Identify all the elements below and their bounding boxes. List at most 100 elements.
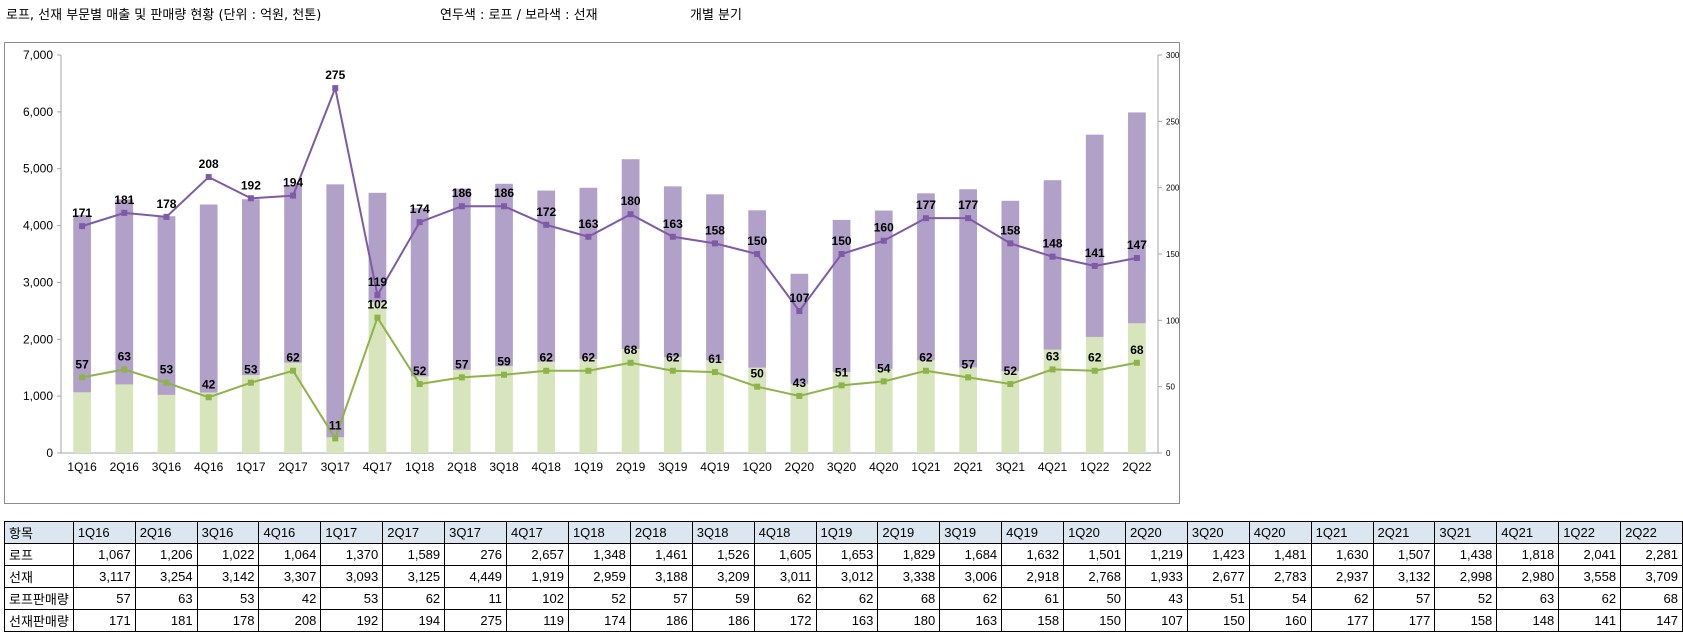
rope-volume-marker <box>669 367 676 374</box>
table-row: 선재 3,117 3,254 3,142 3,307 3,093 3,125 4,449 1,9… <box>4 565 1683 588</box>
wire-volume-data-label: 158 <box>705 223 725 237</box>
table-cell: 4,449 <box>444 565 508 588</box>
table-cell: 3,709 <box>1620 565 1683 588</box>
rope-volume-data-label: 102 <box>367 298 387 312</box>
wire-volume-data-label: 186 <box>452 186 472 200</box>
table-cell: 3,125 <box>382 565 446 588</box>
rope-volume-data-label: 63 <box>1046 349 1060 363</box>
x-tick-label: 2Q19 <box>616 460 646 474</box>
chart-title: 로프, 선재 부문별 매출 및 판매량 현황 (단위 : 억원, 천톤) <box>6 8 322 23</box>
wire-volume-data-label: 275 <box>325 68 345 82</box>
table-cell: 1,919 <box>506 565 569 588</box>
rope-volume-data-label: 62 <box>582 351 596 365</box>
wire-volume-data-label: 192 <box>241 178 261 192</box>
rope-volume-data-label: 52 <box>1004 364 1018 378</box>
wire-volume-data-label: 178 <box>156 197 176 211</box>
table-cell: 62 <box>939 587 1003 610</box>
table-cell: 53 <box>320 587 384 610</box>
table-cell: 181 <box>134 609 198 632</box>
rope-volume-marker <box>880 378 887 385</box>
rope-volume-marker <box>1049 366 1056 373</box>
wire-volume-data-label: 141 <box>1085 246 1105 260</box>
table-row: 선재판매량 171 181 178 208 192 194 275 119 174 186 186 17… <box>4 609 1683 632</box>
bar-wire-sales <box>579 187 598 360</box>
bar-wire-sales <box>748 210 767 368</box>
bar-wire-sales <box>410 208 429 377</box>
table-cell: 1,461 <box>629 543 693 566</box>
table-cell: 3,093 <box>320 565 384 588</box>
rope-volume-marker <box>711 369 718 376</box>
bar-wire-sales <box>326 184 345 438</box>
table-cell: 57 <box>72 587 136 610</box>
table-header-cell: 2Q16 <box>134 521 198 544</box>
left-tick-label: 0 <box>46 446 53 460</box>
table-cell: 150 <box>1063 609 1126 632</box>
wire-volume-data-label: 180 <box>621 194 641 208</box>
wire-volume-marker <box>79 223 86 230</box>
wire-volume-line <box>81 84 1138 313</box>
bar-rope-sales <box>495 366 513 453</box>
table-header-cell: 3Q21 <box>1434 521 1498 544</box>
x-tick-label: 2Q16 <box>110 460 140 474</box>
table-cell: 174 <box>567 609 631 632</box>
table-cell: 3,558 <box>1558 565 1622 588</box>
bar-rope-sales <box>284 362 302 453</box>
bar-rope-sales <box>410 376 429 453</box>
table-cell: 275 <box>444 609 508 632</box>
table-cell: 42 <box>258 587 322 610</box>
table-header-cell: 2Q22 <box>1620 521 1683 544</box>
bar-wire-sales <box>706 194 724 361</box>
table-cell: 1,501 <box>1063 543 1126 566</box>
bar-rope-sales <box>199 392 218 453</box>
table-cell: 2,677 <box>1186 565 1250 588</box>
table-cell: 192 <box>320 609 384 632</box>
table-cell: 3,307 <box>258 565 322 588</box>
rope-volume-data-label: 53 <box>244 363 258 377</box>
table-row-label: 로프판매량 <box>4 587 74 610</box>
wire-volume-marker <box>543 221 550 228</box>
table-row-label: 로프 <box>4 543 74 566</box>
table-header-cell: 4Q21 <box>1496 521 1560 544</box>
x-tick-label: 2Q20 <box>785 460 815 474</box>
combo-chart: 0 1,000 2,000 3,000 4,000 5,000 6,000 7,000 0 50 1… <box>23 48 1180 474</box>
x-tick-label: 3Q21 <box>996 460 1026 474</box>
wire-volume-marker <box>880 237 887 244</box>
wire-volume-marker <box>1133 254 1140 261</box>
table-header-cell: 3Q17 <box>444 521 508 544</box>
table-cell: 186 <box>629 609 693 632</box>
chart-area: 0 1,000 2,000 3,000 4,000 5,000 6,000 7,000 0 50 1… <box>4 42 1180 504</box>
table-cell: 177 <box>1372 609 1436 632</box>
wire-volume-data-label: 147 <box>1127 238 1147 252</box>
x-tick-label: 4Q21 <box>1038 460 1068 474</box>
table-cell: 62 <box>1558 587 1622 610</box>
wire-volume-data-label: 160 <box>874 221 894 235</box>
rope-volume-data-label: 43 <box>793 376 807 390</box>
table-cell: 1,067 <box>72 543 136 566</box>
rope-volume-data-label: 62 <box>540 351 554 365</box>
wire-volume-marker <box>796 308 803 315</box>
bar-wire-sales <box>959 189 977 368</box>
rope-volume-data-label: 51 <box>835 365 849 379</box>
table-cell: 2,959 <box>567 565 631 588</box>
right-tick-label: 200 <box>1166 184 1180 193</box>
table-cell: 3,117 <box>72 565 136 588</box>
table-cell: 1,022 <box>196 543 260 566</box>
rope-volume-marker <box>247 379 254 386</box>
wire-volume-marker <box>121 209 128 216</box>
right-tick-label: 50 <box>1166 383 1175 392</box>
bar-rope-sales <box>832 372 851 453</box>
table-cell: 68 <box>1620 587 1683 610</box>
table-header-cell: 2Q18 <box>629 521 693 544</box>
wire-volume-marker <box>627 211 634 218</box>
wire-volume-marker <box>711 240 718 247</box>
rope-volume-data-label: 63 <box>118 349 132 363</box>
rope-volume-marker <box>332 435 339 442</box>
table-header-cell: 4Q16 <box>258 521 322 544</box>
table-cell: 2,041 <box>1558 543 1622 566</box>
rope-volume-data-label: 11 <box>329 418 342 432</box>
rope-volume-data-label: 54 <box>877 361 891 375</box>
bar-wire-sales <box>1085 134 1104 337</box>
wire-volume-marker <box>290 192 297 199</box>
bar-wire-sales <box>199 204 218 393</box>
x-tick-label: 3Q18 <box>489 460 519 474</box>
